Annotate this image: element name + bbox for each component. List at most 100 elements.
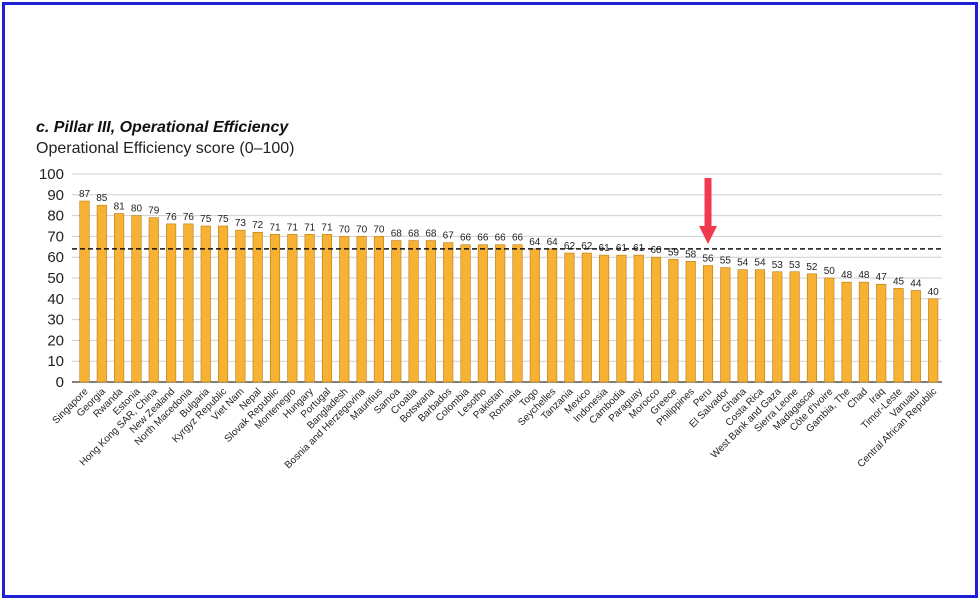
data-label: 64 [547,237,559,248]
bar [131,215,142,383]
data-label: 67 [443,231,455,242]
bar [96,204,107,383]
bar [599,254,610,383]
bar [876,283,887,383]
data-label: 62 [564,241,576,252]
data-label: 53 [789,260,801,271]
bar [928,298,939,383]
bar [685,261,696,383]
bar [148,217,159,383]
y-tick-label: 100 [39,166,64,183]
data-label: 59 [668,247,680,258]
bar [616,254,627,383]
bar [910,290,921,383]
bar [858,281,869,383]
y-tick-label: 50 [47,270,64,287]
bar [269,234,281,383]
data-label: 87 [79,189,91,200]
data-label: 71 [321,222,333,233]
data-label: 75 [217,214,229,225]
bar [737,269,748,383]
data-label: 68 [425,229,437,240]
data-label: 48 [841,270,853,281]
data-label: 76 [183,212,195,223]
data-label: 54 [754,258,766,269]
chart-title: c. Pillar III, Operational Efficiency [36,119,289,136]
data-label: 66 [477,233,489,244]
bar [720,267,731,383]
data-label: 54 [737,258,749,269]
bar [252,231,263,383]
data-label: 71 [304,222,316,233]
arrow-icon [699,226,718,244]
y-tick-label: 70 [47,228,64,245]
data-label: 40 [928,287,940,298]
y-tick-label: 80 [47,208,64,225]
data-label: 71 [287,222,299,233]
bar [633,254,644,383]
data-label: 55 [720,256,732,267]
data-label: 68 [391,229,403,240]
data-label: 81 [114,202,126,213]
bar [114,213,125,383]
bar [477,244,488,383]
bar [772,271,783,383]
bar [564,252,575,383]
data-label: 66 [460,233,472,244]
bar [668,258,679,383]
data-label: 85 [96,193,108,204]
bar [529,248,540,383]
y-tick-label: 20 [47,332,64,349]
data-label: 61 [616,243,628,254]
data-label: 73 [235,218,247,229]
data-label: 66 [512,233,524,244]
y-tick-label: 10 [47,353,64,370]
bar [235,229,246,383]
bar [893,288,904,383]
bar [789,271,800,383]
bar [79,200,90,383]
bar [373,236,384,383]
data-label: 79 [148,206,160,217]
data-label: 70 [339,224,351,235]
data-label: 60 [650,245,662,256]
bar [581,252,592,383]
bar [391,240,402,383]
bar [356,236,367,383]
data-label: 53 [772,260,784,271]
bar [824,277,835,383]
bar [754,269,766,383]
bar [547,248,558,383]
data-label: 48 [858,270,870,281]
bar [495,244,506,383]
bar [183,223,194,383]
bar [408,240,419,383]
bar [841,281,852,383]
bar [200,225,211,383]
data-label: 58 [685,249,697,260]
bar [218,225,229,383]
data-label: 44 [910,278,922,289]
bar [806,273,817,383]
bar [339,236,350,383]
y-tick-label: 0 [56,374,64,391]
data-label: 76 [166,212,178,223]
bar [512,244,523,383]
data-label: 75 [200,214,212,225]
bar [321,234,333,383]
y-tick-label: 30 [47,312,64,329]
data-label: 47 [876,272,888,283]
data-label: 80 [131,204,143,215]
bar [304,234,315,383]
bar [460,244,471,383]
y-tick-label: 40 [47,291,64,308]
data-label: 45 [893,276,905,287]
data-label: 61 [633,243,645,254]
y-axis-label: Operational Efficiency score (0–100) [36,140,295,157]
data-label: 64 [529,237,541,248]
bar [443,242,454,383]
bar [166,223,177,383]
bar [651,256,662,383]
arrow-shaft [704,178,712,230]
